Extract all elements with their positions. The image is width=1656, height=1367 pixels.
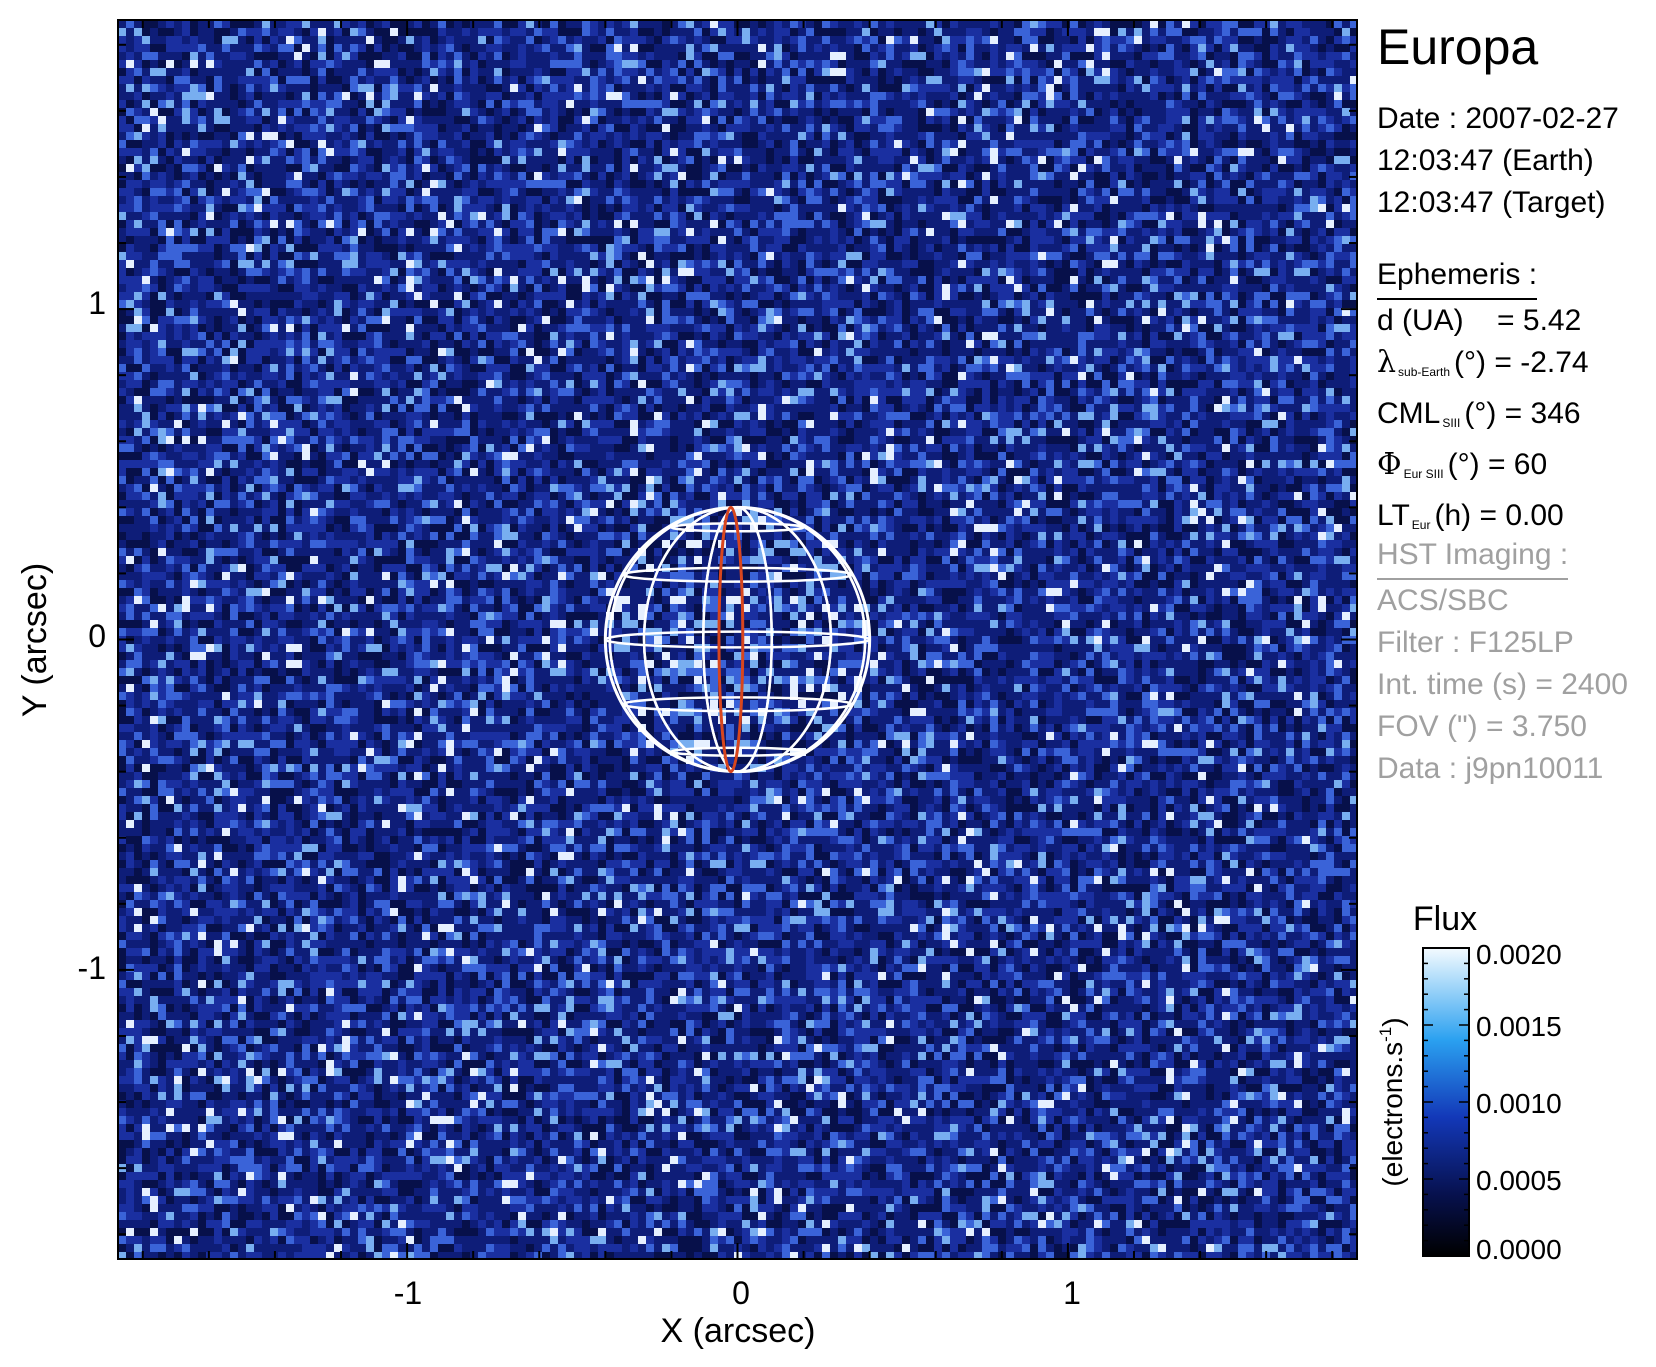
hst-block: HST Imaging : ACS/SBC Filter : F125LP In… xyxy=(1377,534,1628,790)
x-tick-label: 1 xyxy=(1063,1275,1081,1311)
ephemeris-block: Ephemeris : d (UA) = 5.42 λ sub-Earth (°) … xyxy=(1377,254,1589,546)
phi-value: (°) = 60 xyxy=(1447,448,1548,481)
latitude-line xyxy=(604,630,871,649)
central-meridian-line xyxy=(717,505,745,774)
latitude-line xyxy=(621,566,854,583)
cml-label: CML xyxy=(1377,397,1441,430)
dataset: Data : j9pn10011 xyxy=(1377,752,1604,785)
colorbar-ticks xyxy=(1423,947,1469,1257)
cml-row: CML SIII (°) = 346 xyxy=(1377,393,1589,444)
phi-row: Φ Eur SIII (°) = 60 xyxy=(1377,444,1589,495)
phi-subscript: Eur SIII xyxy=(1403,467,1444,481)
colorbar-tick-label: 0.0000 xyxy=(1476,1234,1562,1265)
int-time: Int. time (s) = 2400 xyxy=(1377,668,1628,701)
colorbar-tick-label: 0.0005 xyxy=(1476,1165,1562,1196)
colorbar-tick-label: 0.0015 xyxy=(1476,1011,1562,1042)
phi-symbol: Φ xyxy=(1377,447,1402,482)
filter: Filter : F125LP xyxy=(1377,626,1574,659)
cml-subscript: SIII xyxy=(1442,416,1461,430)
distance-row: d (UA) = 5.42 xyxy=(1377,300,1589,342)
date-line: Date : 2007-02-27 xyxy=(1377,102,1619,135)
colorbar-tick-label: 0.0010 xyxy=(1476,1088,1562,1119)
lt-label: LT xyxy=(1377,499,1410,532)
colorbar: Flux 0.0020 0.0015 0.0010 0.0005 0.0000 … xyxy=(1376,900,1562,1265)
plot-axes xyxy=(117,19,1358,1260)
earth-time: 12:03:47 (Earth) xyxy=(1377,144,1594,177)
target-title: Europa xyxy=(1377,19,1539,75)
fov: FOV (") = 3.750 xyxy=(1377,710,1587,743)
x-tick-label: 0 xyxy=(732,1275,750,1311)
lambda-subscript: sub-Earth xyxy=(1398,365,1451,379)
longitude-line xyxy=(608,506,867,773)
colorbar-tick-label: 0.0020 xyxy=(1476,939,1562,970)
distance-value: = 5.42 xyxy=(1497,304,1582,337)
lambda-row: λ sub-Earth (°) = -2.74 xyxy=(1377,342,1589,393)
distance-label: d (UA) xyxy=(1377,304,1464,337)
ephemeris-header: Ephemeris : xyxy=(1377,254,1538,300)
y-tick-label: -1 xyxy=(78,950,106,986)
y-axis-label: Y (arcsec) xyxy=(16,563,54,717)
flux-image xyxy=(118,20,1357,1259)
x-tick-label: -1 xyxy=(394,1275,422,1311)
x-axis-label: X (arcsec) xyxy=(661,1312,816,1350)
cml-value: (°) = 346 xyxy=(1464,397,1581,430)
lambda-symbol: λ xyxy=(1377,345,1397,380)
europa-grid-overlay xyxy=(603,505,872,774)
colorbar-title: Flux xyxy=(1413,900,1477,938)
lt-subscript: Eur xyxy=(1411,518,1431,532)
colorbar-axis-label: (electrons.s-1) xyxy=(1376,1017,1408,1186)
hst-header: HST Imaging : xyxy=(1377,534,1569,580)
lt-value: (h) = 0.00 xyxy=(1434,499,1564,532)
y-tick-label: 0 xyxy=(88,618,106,654)
date-block: Date : 2007-02-27 12:03:47 (Earth) 12:03… xyxy=(1377,98,1619,224)
target-time: 12:03:47 (Target) xyxy=(1377,186,1606,219)
lambda-value: (°) = -2.74 xyxy=(1454,346,1589,379)
lt-row: LT Eur (h) = 0.00 xyxy=(1377,495,1589,546)
instrument: ACS/SBC xyxy=(1377,584,1509,617)
latitude-line xyxy=(621,696,854,713)
y-tick-label: 1 xyxy=(88,285,106,321)
